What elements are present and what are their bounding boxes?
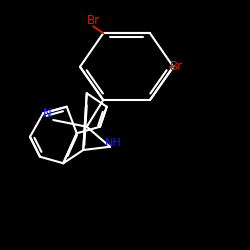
Text: Br: Br — [170, 60, 183, 73]
Text: NH: NH — [105, 138, 122, 148]
Text: N: N — [42, 107, 51, 120]
Text: Br: Br — [87, 14, 100, 26]
